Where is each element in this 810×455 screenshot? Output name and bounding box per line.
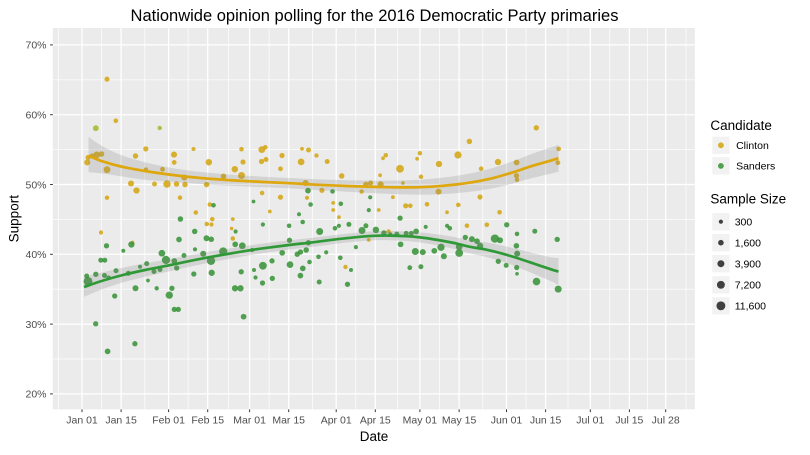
- svg-text:70%: 70%: [25, 40, 46, 52]
- svg-text:Clinton: Clinton: [736, 140, 769, 152]
- svg-text:Apr 01: Apr 01: [321, 415, 352, 427]
- svg-text:Sanders: Sanders: [736, 161, 775, 173]
- svg-text:Jul 28: Jul 28: [652, 415, 680, 427]
- svg-text:Apr 15: Apr 15: [360, 415, 391, 427]
- svg-text:Nationwide opinion polling for: Nationwide opinion polling for the 2016 …: [131, 7, 619, 25]
- svg-text:Support: Support: [7, 195, 22, 243]
- svg-text:30%: 30%: [25, 319, 46, 331]
- svg-text:May 15: May 15: [442, 415, 477, 427]
- svg-text:Mar 01: Mar 01: [233, 415, 266, 427]
- svg-text:11,600: 11,600: [735, 301, 766, 313]
- svg-text:Jun 01: Jun 01: [491, 415, 523, 427]
- svg-text:7,200: 7,200: [735, 280, 761, 292]
- svg-text:Jan 01: Jan 01: [66, 415, 98, 427]
- svg-text:60%: 60%: [25, 110, 46, 122]
- svg-text:3,900: 3,900: [735, 259, 761, 271]
- svg-text:Candidate: Candidate: [710, 118, 772, 133]
- svg-text:Jun 15: Jun 15: [530, 415, 562, 427]
- svg-text:300: 300: [735, 217, 753, 229]
- svg-text:Feb 01: Feb 01: [152, 415, 185, 427]
- svg-text:20%: 20%: [25, 389, 46, 401]
- svg-text:40%: 40%: [25, 249, 46, 261]
- svg-text:Date: Date: [360, 429, 389, 444]
- svg-text:Feb 15: Feb 15: [191, 415, 224, 427]
- svg-text:Jul 15: Jul 15: [615, 415, 643, 427]
- svg-text:May 01: May 01: [403, 415, 438, 427]
- svg-text:Mar 15: Mar 15: [272, 415, 305, 427]
- svg-text:Sample Size: Sample Size: [710, 192, 786, 207]
- svg-text:1,600: 1,600: [735, 238, 761, 250]
- svg-text:50%: 50%: [25, 179, 46, 191]
- svg-text:Jul 01: Jul 01: [576, 415, 604, 427]
- svg-text:Jan 15: Jan 15: [105, 415, 137, 427]
